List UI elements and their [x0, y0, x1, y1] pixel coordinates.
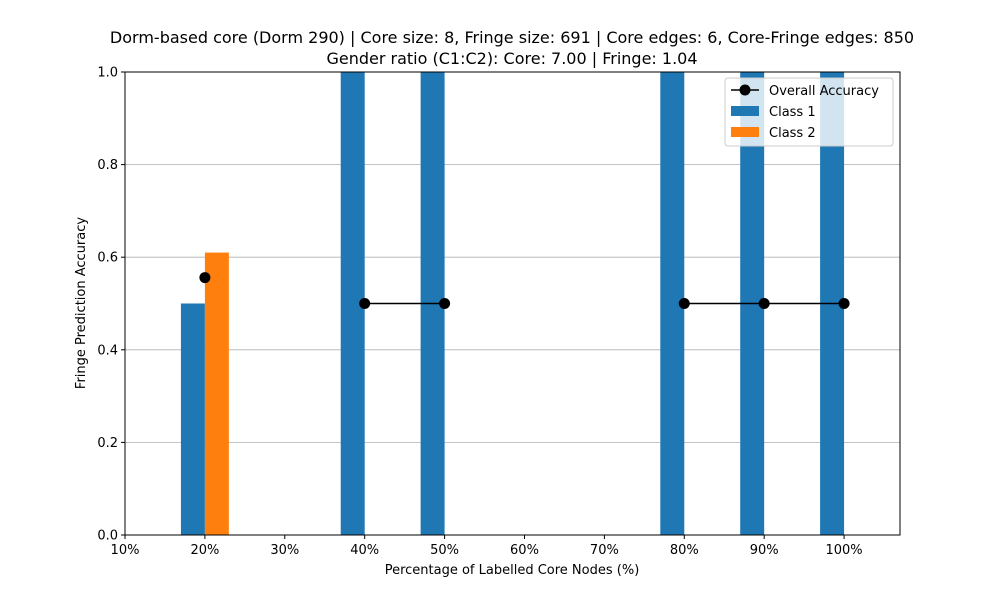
overall-accuracy-point	[838, 298, 850, 309]
legend-label: Class 2	[769, 126, 816, 141]
legend-bar-swatch	[731, 127, 759, 137]
legend-box	[724, 77, 894, 147]
y-tick-label: 0.6	[97, 251, 118, 266]
y-axis-label: Fringe Prediction Accuracy	[74, 217, 89, 389]
line-layer	[199, 272, 850, 309]
legend-label: Overall Accuracy	[769, 84, 879, 99]
overall-accuracy-point	[199, 272, 211, 284]
y-axis: 0.0 0.2 0.4 0.6 0.8 1.0	[97, 66, 125, 544]
y-tick-label: 0.0	[97, 529, 118, 544]
overall-accuracy-point	[359, 298, 371, 309]
overall-accuracy-point	[678, 298, 690, 309]
y-tick-label: 1.0	[97, 66, 118, 81]
x-tick-label: 30%	[270, 543, 299, 558]
x-tick-label: 40%	[350, 543, 379, 558]
chart-subtitle: Gender ratio (C1:C2): Core: 7.00 | Fring…	[326, 49, 697, 68]
overall-accuracy-point	[439, 298, 451, 309]
x-tick-label: 80%	[670, 543, 699, 558]
x-tick-label: 100%	[825, 543, 862, 558]
y-tick-label: 0.8	[97, 158, 118, 173]
legend: Overall Accuracy Class 1 Class 2	[724, 77, 894, 147]
y-tick-label: 0.4	[97, 343, 118, 358]
legend-marker-swatch	[739, 84, 751, 96]
bar-class-2	[204, 252, 229, 535]
bar-class-1	[340, 72, 365, 535]
x-tick-label: 60%	[510, 543, 539, 558]
x-tick-label: 20%	[190, 543, 219, 558]
legend-label: Class 1	[769, 105, 816, 120]
x-tick-label: 90%	[750, 543, 779, 558]
bar-class-1	[180, 303, 205, 535]
plot-frame	[124, 71, 901, 536]
chart-title: Dorm-based core (Dorm 290) | Core size: …	[110, 28, 914, 47]
x-axis-label: Percentage of Labelled Core Nodes (%)	[385, 563, 640, 578]
bar-class-1	[660, 72, 685, 535]
overall-accuracy-point	[758, 298, 770, 309]
x-axis: 10% 20% 30% 40% 50% 60% 70% 80% 90% 100%	[111, 535, 863, 558]
legend-bar-swatch	[731, 106, 759, 116]
x-tick-label: 50%	[430, 543, 459, 558]
y-tick-label: 0.2	[97, 436, 118, 451]
x-tick-label: 70%	[590, 543, 619, 558]
x-tick-label: 10%	[111, 543, 140, 558]
